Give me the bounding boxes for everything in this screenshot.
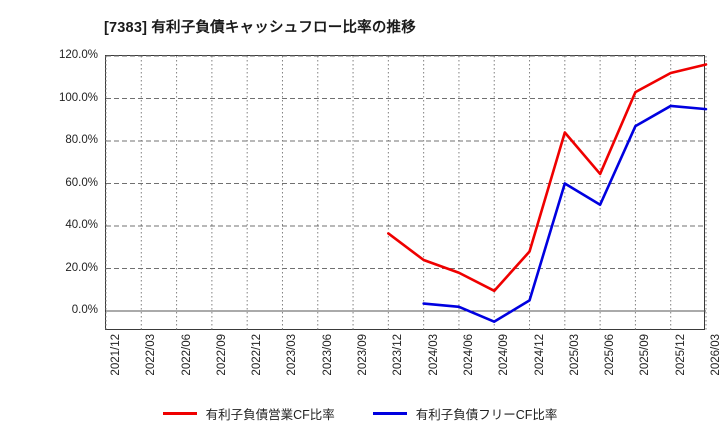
plot-area bbox=[105, 55, 708, 331]
legend-entry[interactable]: 有利子負債フリーCF比率 bbox=[372, 404, 558, 423]
x-tick-label: 2023/12 bbox=[392, 334, 405, 376]
y-tick-label: 100.0% bbox=[58, 91, 98, 104]
legend-color-swatch bbox=[372, 412, 407, 415]
y-tick-label: 0.0% bbox=[71, 304, 98, 317]
x-tick-label: 2025/03 bbox=[568, 334, 581, 376]
x-tick-label: 2021/12 bbox=[110, 334, 122, 376]
x-tick-label: 2024/06 bbox=[462, 334, 475, 376]
y-tick-label: 40.0% bbox=[65, 219, 98, 231]
grid-lines bbox=[105, 55, 707, 331]
x-tick-label: 2022/09 bbox=[215, 334, 228, 376]
x-tick-label: 2025/12 bbox=[674, 334, 687, 376]
x-tick-label: 2023/06 bbox=[321, 334, 334, 376]
y-axis-tick-labels: 0.0% 20.0% 40.0% 60.0% 80.0% 100.0% 120.0% bbox=[0, 49, 98, 330]
legend-entry[interactable]: 有利子負債営業CF比率 bbox=[162, 404, 335, 423]
chart-legend: 有利子負債営業CF比率 有利子負債フリーCF比率 bbox=[0, 404, 720, 423]
x-tick-label: 2024/12 bbox=[533, 334, 546, 376]
series-line bbox=[387, 63, 708, 293]
x-axis-tick-labels: 2021/12 2022/03 2022/06 2022/09 2022/12 2023/… bbox=[105, 331, 720, 389]
y-tick-label: 80.0% bbox=[65, 134, 98, 146]
x-tick-label: 2023/03 bbox=[286, 334, 299, 376]
x-tick-label: 2025/06 bbox=[604, 334, 617, 376]
x-tick-label: 2022/03 bbox=[145, 334, 158, 376]
legend-label: 有利子負債フリーCF比率 bbox=[415, 408, 558, 422]
x-tick-label: 2023/09 bbox=[357, 334, 370, 376]
legend-color-swatch bbox=[162, 412, 197, 415]
series-lines bbox=[387, 63, 708, 323]
x-tick-label: 2022/06 bbox=[180, 334, 193, 376]
x-tick-label: 2026/03 bbox=[710, 334, 720, 376]
x-tick-label: 2025/09 bbox=[639, 334, 652, 376]
x-tick-label: 2022/12 bbox=[251, 334, 264, 376]
series-line bbox=[422, 104, 708, 323]
y-tick-label: 20.0% bbox=[65, 261, 98, 274]
legend-label: 有利子負債営業CF比率 bbox=[205, 408, 335, 422]
chart-title: [7383] 有利子負債キャッシュフロー比率の推移 bbox=[104, 20, 416, 36]
y-tick-label: 120.0% bbox=[58, 49, 98, 61]
x-tick-label: 2024/03 bbox=[427, 334, 440, 376]
x-tick-label: 2024/09 bbox=[498, 334, 511, 376]
y-tick-label: 60.0% bbox=[65, 176, 98, 189]
